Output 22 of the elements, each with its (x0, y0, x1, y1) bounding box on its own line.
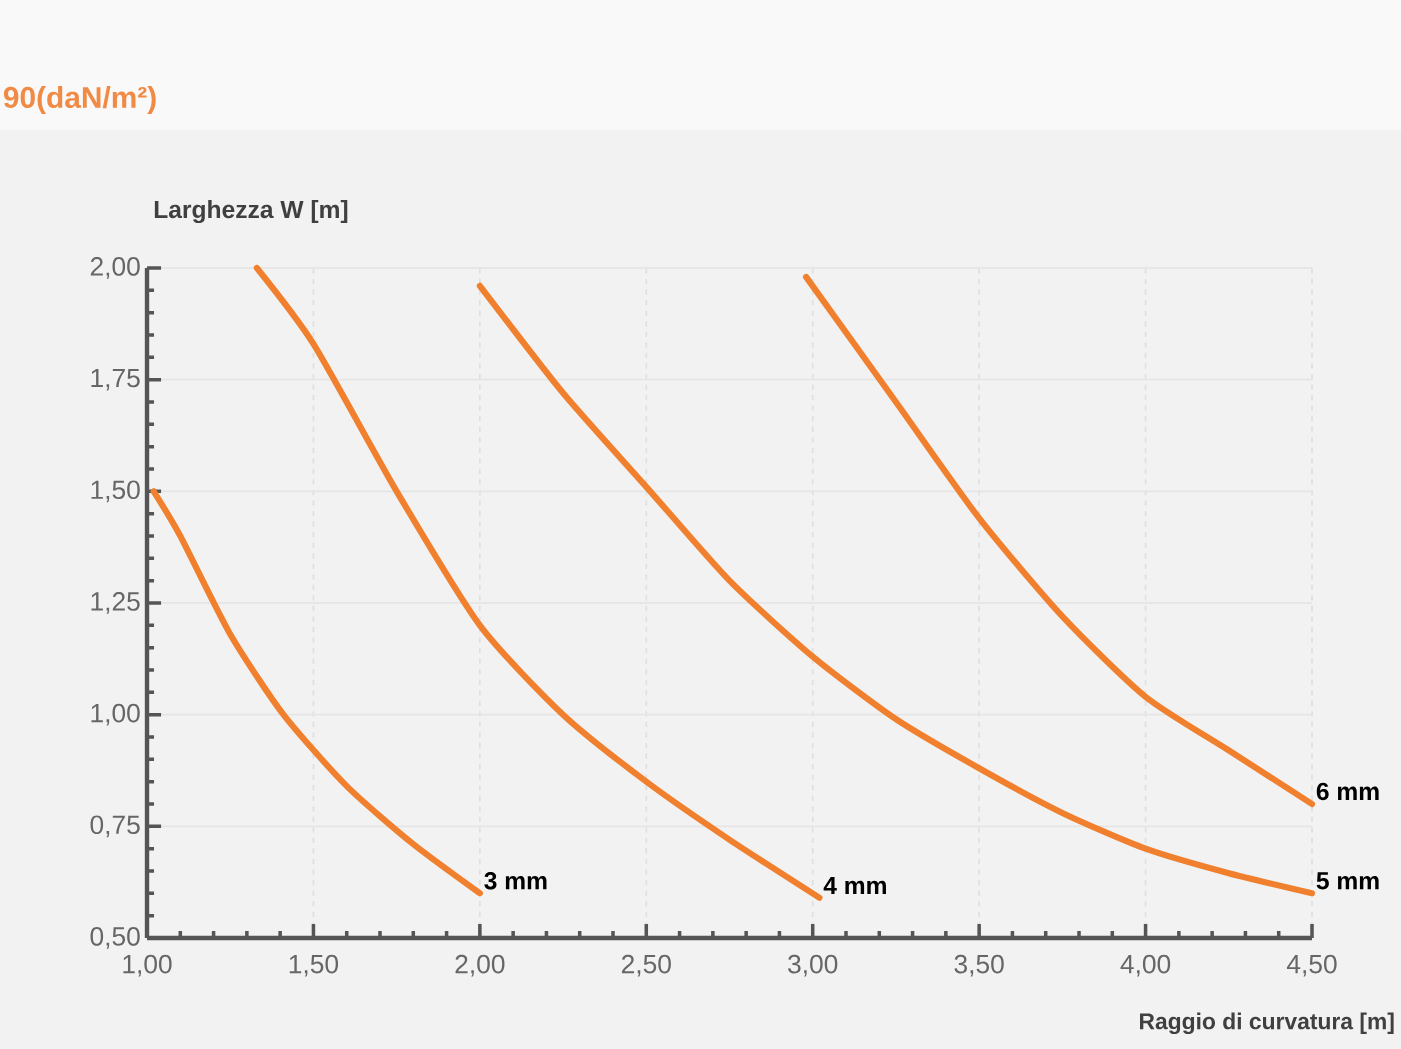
series-label: 5 mm (1316, 872, 1379, 890)
y-tick-label: 2,00 (90, 257, 140, 279)
y-tick-label: 1,25 (91, 592, 140, 614)
x-tick-label: 3,50 (954, 954, 1004, 977)
y-tick-label: 1,75 (91, 368, 140, 391)
y-tick-label: 1,00 (91, 703, 140, 726)
x-tick-label: 2,50 (621, 954, 671, 977)
x-tick-label: 1,00 (123, 954, 172, 977)
series-label: 3 mm (484, 871, 547, 890)
x-tick-label: 2,00 (455, 954, 505, 977)
y-tick-label: 0,75 (90, 815, 140, 838)
x-tick-label: 1,50 (289, 954, 339, 977)
series-label: 4 mm (823, 877, 886, 894)
chart-title: 90(daN/m²) (3, 86, 156, 114)
series-label: 6 mm (1316, 782, 1379, 801)
x-tick-label: 3,00 (788, 954, 838, 977)
y-axis-title: Larghezza W [m] (154, 200, 348, 224)
y-tick-label: 1,50 (91, 480, 140, 503)
y-tick-label: 0,50 (90, 927, 140, 949)
x-axis-title: Raggio di curvatura [m] (1140, 1012, 1394, 1034)
x-tick-label: 4,50 (1286, 954, 1337, 977)
x-tick-label: 4,00 (1120, 954, 1171, 977)
